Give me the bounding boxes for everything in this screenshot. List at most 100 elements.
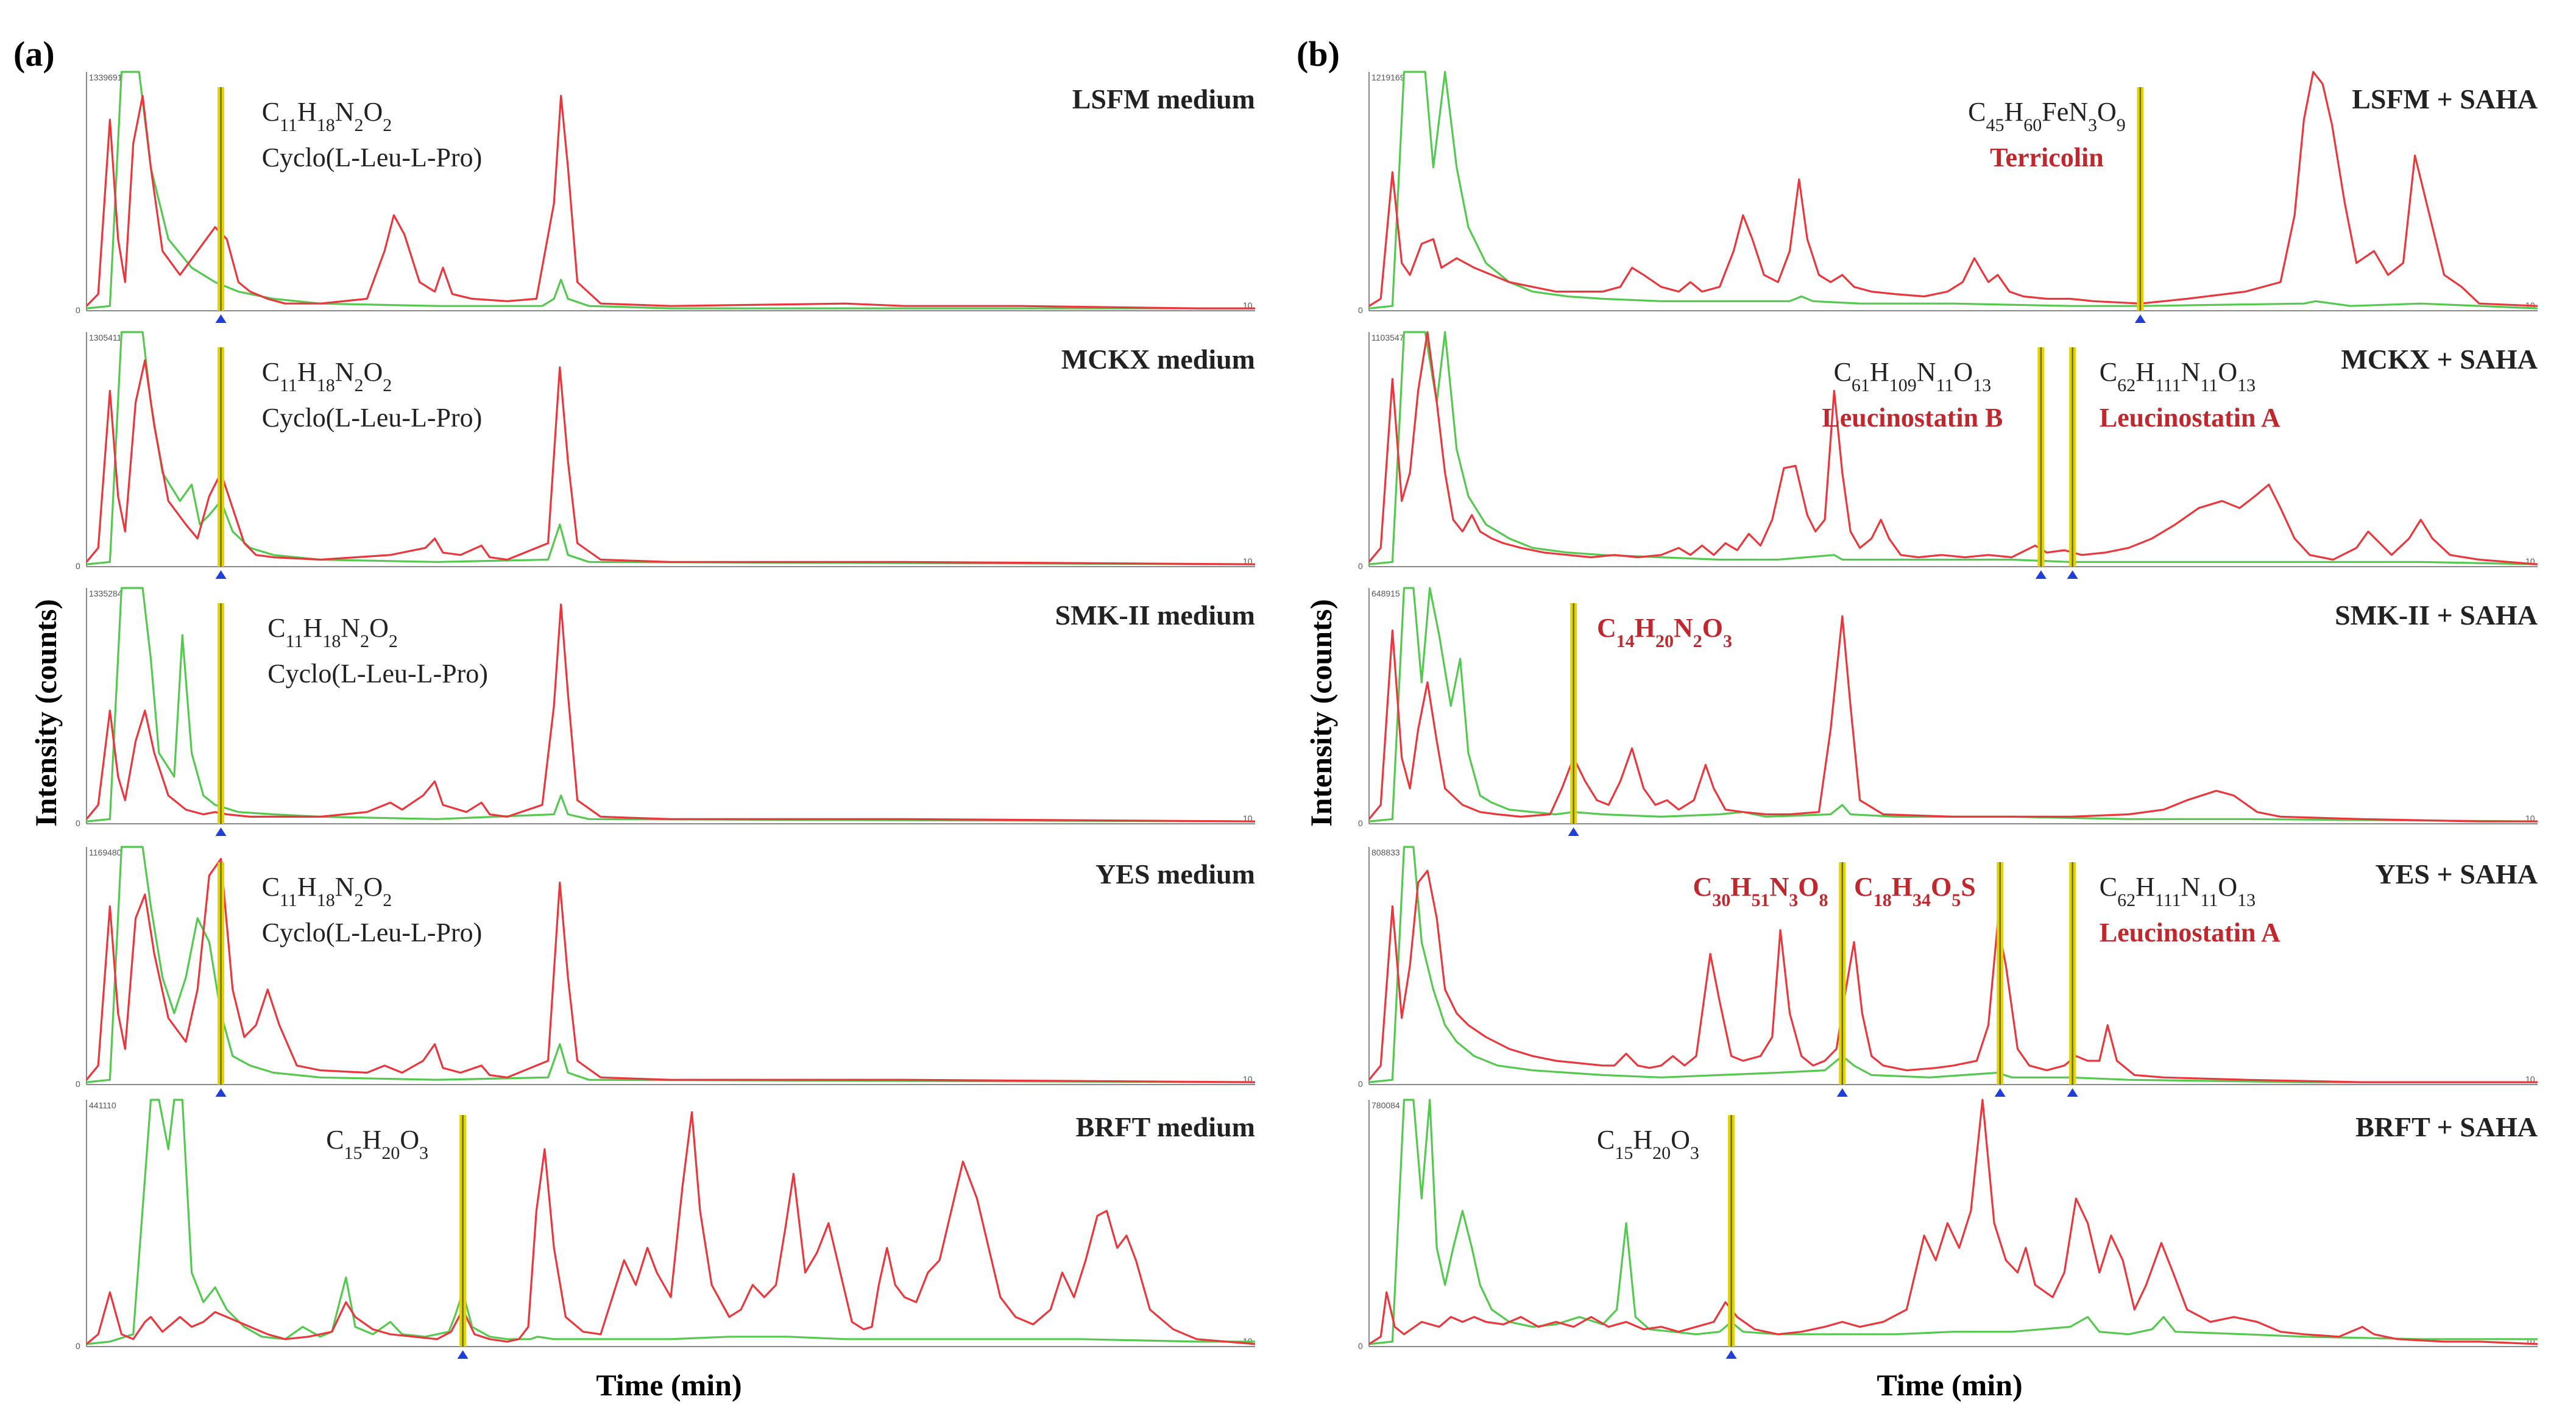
y-max-tick-label: 1335284 [89, 589, 122, 598]
x-axis-label-b: Time (min) [1877, 1368, 2022, 1402]
red-trace-line [1369, 869, 2538, 1083]
compound-formula: C11H18N2O2 [262, 97, 392, 135]
retention-marker-triangle [2035, 570, 2047, 579]
y-max-tick-label: 1103547 [1371, 333, 1404, 342]
compound-name: Leucinostatin A [2100, 403, 2281, 433]
compound-formula: C30H51N3O8 [1693, 872, 1828, 910]
chart-title: BRFT + SAHA [2355, 1111, 2538, 1142]
retention-marker-triangle [1725, 1350, 1737, 1359]
y-max-tick-label: 780084 [1371, 1100, 1400, 1110]
green-trace-line [87, 71, 1255, 310]
compound-formula: C62H111N11O13 [2100, 357, 2256, 395]
red-trace-line [1369, 1099, 2538, 1345]
y-max-tick-label: 648915 [1371, 589, 1400, 598]
retention-marker-triangle [1568, 827, 1579, 836]
green-trace-line [1369, 587, 2538, 823]
x-min-tick-label: 0 [1358, 1079, 1363, 1089]
red-trace-line [1369, 71, 2538, 307]
chart-title: BRFT medium [1076, 1111, 1255, 1142]
y-max-tick-label: 1169480 [89, 848, 122, 857]
panel-b-label: (b) [1297, 34, 1340, 74]
y-max-tick-label: 1305411 [89, 333, 122, 342]
chart-title: SMK-II + SAHA [2335, 600, 2538, 631]
x-min-tick-label: 0 [1358, 1341, 1363, 1351]
green-trace-line [87, 1099, 1255, 1345]
y-max-tick-label: 1219169 [1371, 73, 1405, 82]
x-min-tick-label: 0 [1358, 818, 1363, 828]
retention-marker-triangle [215, 314, 227, 323]
compound-formula: C18H34O5S [1854, 872, 1976, 910]
compound-formula: C62H111N11O13 [2100, 872, 2256, 910]
x-min-tick-label: 0 [76, 818, 80, 828]
red-trace-line [87, 94, 1255, 310]
compound-name: Leucinostatin B [1822, 403, 2003, 433]
compound-formula: C15H20O3 [326, 1125, 428, 1163]
y-axis-label-a: Intensity (counts) [29, 599, 63, 827]
compound-formula: C11H18N2O2 [267, 613, 398, 651]
compound-formula: C11H18N2O2 [262, 872, 392, 910]
x-min-tick-label: 0 [76, 305, 80, 315]
x-min-tick-label: 0 [76, 1079, 80, 1089]
y-max-tick-label: 441110 [89, 1100, 116, 1110]
red-trace-line [87, 1111, 1255, 1345]
y-axis-label-b: Intensity (counts) [1304, 599, 1338, 827]
retention-marker-triangle [2134, 314, 2146, 323]
retention-marker-triangle [1836, 1088, 1848, 1097]
red-trace-line [1369, 331, 2538, 565]
retention-marker-triangle [1994, 1088, 2006, 1097]
x-axis-label-a: Time (min) [596, 1368, 741, 1402]
compound-name: Cyclo(L-Leu-L-Pro) [262, 143, 483, 172]
retention-marker-triangle [457, 1350, 469, 1359]
green-trace-line [87, 587, 1255, 823]
green-trace-line [87, 331, 1255, 565]
chart-title: MCKX + SAHA [2341, 344, 2538, 375]
x-min-tick-label: 0 [1358, 305, 1363, 315]
red-trace-line [87, 603, 1255, 823]
green-trace-line [1369, 331, 2538, 565]
y-max-tick-label: 1339691 [89, 73, 122, 82]
compound-formula: C61H109N11O13 [1834, 357, 1992, 395]
chart-title: YES + SAHA [2376, 859, 2538, 890]
compound-name: Cyclo(L-Leu-L-Pro) [262, 918, 483, 947]
chart-title: SMK-II medium [1055, 600, 1255, 631]
compound-name: Leucinostatin A [2100, 918, 2281, 947]
red-trace-line [87, 359, 1255, 565]
compound-name: Cyclo(L-Leu-L-Pro) [267, 659, 488, 689]
x-min-tick-label: 0 [76, 561, 80, 571]
y-max-tick-label: 808833 [1371, 848, 1400, 857]
retention-marker-triangle [215, 1088, 227, 1097]
compound-formula: C45H60FeN3O9 [1968, 97, 2126, 135]
green-trace-line [1369, 71, 2538, 310]
x-min-tick-label: 0 [1358, 561, 1363, 571]
compound-formula: C15H20O3 [1597, 1125, 1699, 1163]
panel-a-label: (a) [13, 34, 55, 74]
red-trace-line [1369, 615, 2538, 823]
chart-title: LSFM + SAHA [2352, 83, 2538, 115]
retention-marker-triangle [2067, 1088, 2078, 1097]
chart-title: YES medium [1095, 859, 1255, 890]
retention-marker-triangle [2067, 570, 2078, 579]
x-min-tick-label: 0 [76, 1341, 80, 1351]
compound-name: Cyclo(L-Leu-L-Pro) [262, 403, 483, 433]
red-trace-line [87, 857, 1255, 1083]
green-trace-line [1369, 846, 2538, 1083]
retention-marker-triangle [215, 570, 227, 579]
compound-formula: C14H20N2O3 [1597, 613, 1732, 651]
compound-name: Terricolin [1990, 143, 2104, 172]
green-trace-line [87, 846, 1255, 1083]
compound-formula: C11H18N2O2 [262, 357, 392, 395]
retention-marker-triangle [215, 827, 227, 836]
chart-title: LSFM medium [1072, 83, 1255, 115]
